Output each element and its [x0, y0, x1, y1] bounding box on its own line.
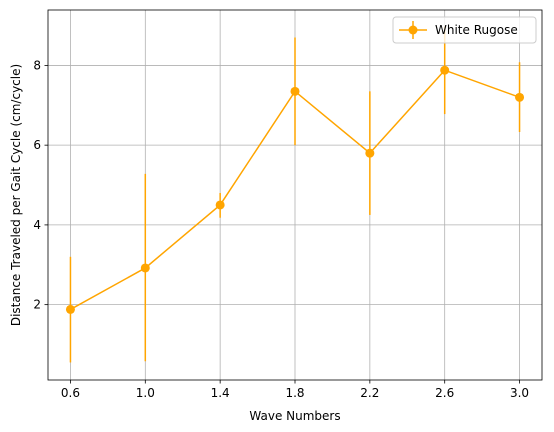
y-tick-label: 4: [33, 218, 41, 232]
x-tick-label: 2.2: [360, 386, 379, 400]
data-point: [290, 86, 300, 96]
x-tick-label: 0.6: [61, 386, 80, 400]
y-tick-label: 2: [33, 298, 41, 312]
x-tick-label: 1.4: [211, 386, 230, 400]
y-axis-label: Distance Traveled per Gait Cycle (cm/cyc…: [9, 64, 23, 326]
legend-box: [392, 16, 537, 44]
x-tick-label: 1.8: [285, 386, 304, 400]
data-point: [65, 304, 75, 314]
x-axis-label: Wave Numbers: [249, 409, 340, 423]
data-point: [215, 200, 225, 210]
x-tick-label: 2.6: [435, 386, 454, 400]
series-layer: [65, 26, 525, 363]
data-point: [440, 65, 450, 75]
ticks: 0.6 1.0 1.4 1.8 2.2 2.6 3.0 2 4 6 8: [33, 58, 529, 400]
legend: White Rugose: [392, 16, 537, 44]
data-point: [515, 92, 525, 102]
x-tick-label: 1.0: [136, 386, 155, 400]
legend-entry-label: White Rugose: [435, 23, 518, 37]
y-tick-label: 6: [33, 138, 41, 152]
x-tick-label: 3.0: [510, 386, 529, 400]
y-tick-label: 8: [33, 58, 41, 72]
legend-marker: [408, 25, 418, 35]
data-point: [140, 263, 150, 273]
data-point: [365, 148, 375, 158]
